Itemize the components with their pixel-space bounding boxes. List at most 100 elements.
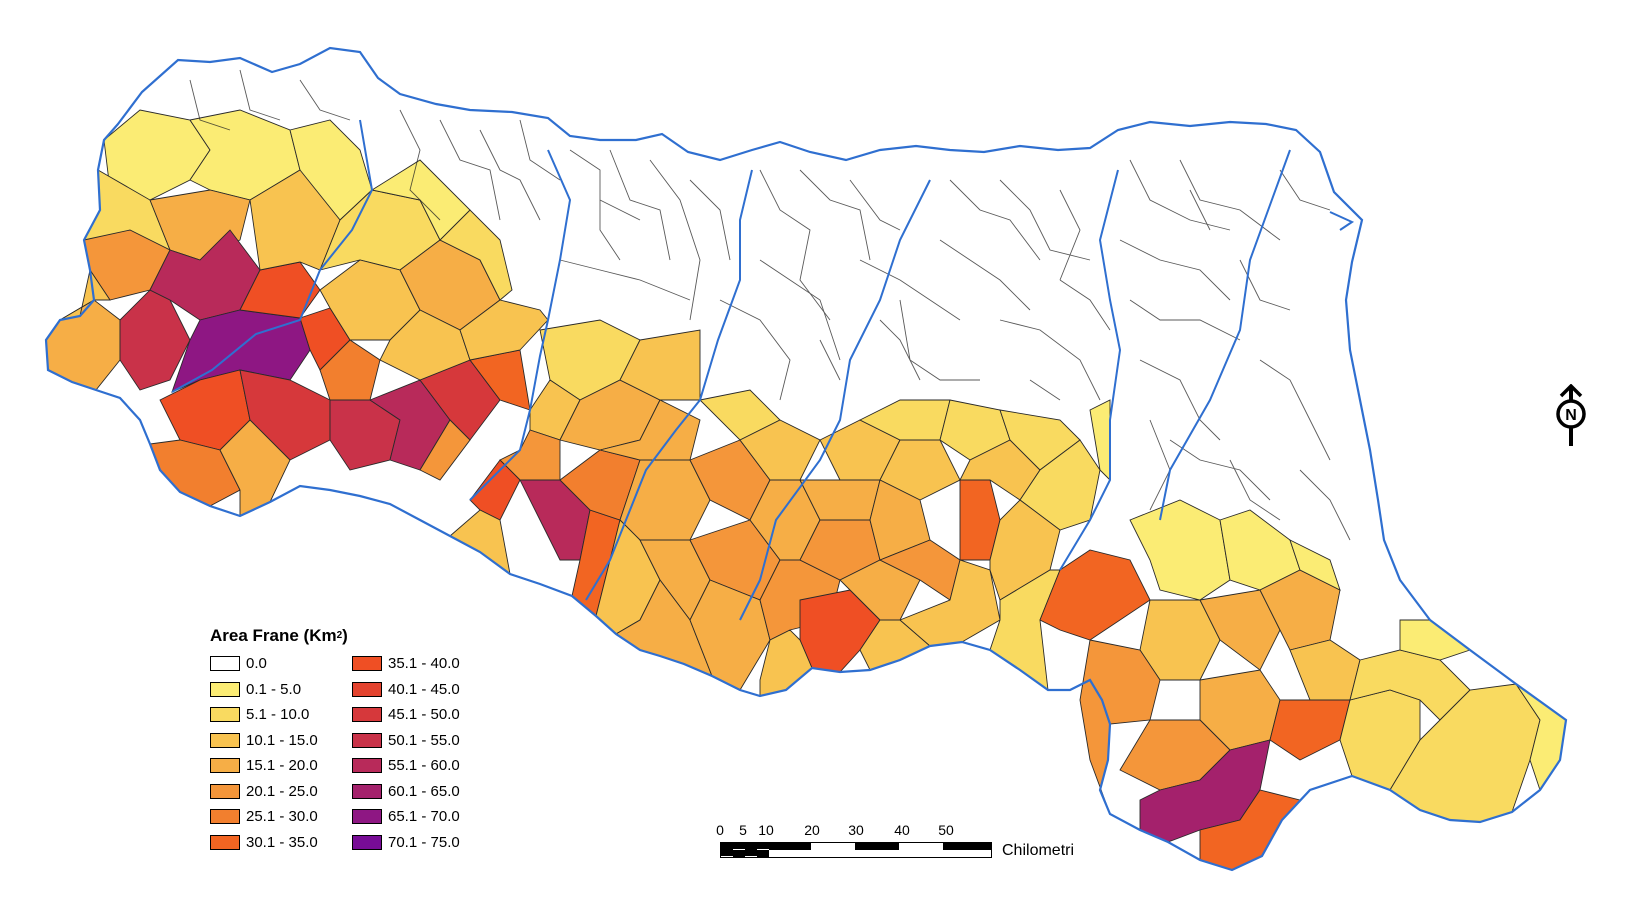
municipal-boundary <box>799 169 871 261</box>
municipal-boundary <box>899 299 980 381</box>
legend-label: 25.1 - 30.0 <box>246 808 318 825</box>
scale-segment <box>855 843 899 850</box>
municipality-area <box>59 268 111 321</box>
municipality-area <box>879 439 961 501</box>
municipal-boundary <box>999 319 1101 401</box>
municipal-boundary <box>1299 469 1351 541</box>
municipality-area <box>739 419 821 481</box>
legend-swatch <box>210 707 240 722</box>
municipality-area <box>370 159 471 241</box>
municipal-boundary <box>1169 439 1271 501</box>
scale-segment <box>721 850 733 856</box>
municipality-area <box>1289 539 1341 591</box>
legend-swatch <box>210 834 240 850</box>
municipality-area <box>1399 619 1471 661</box>
municipality-area <box>419 419 471 481</box>
municipal-boundary <box>599 199 641 221</box>
municipal-boundary <box>1119 239 1231 301</box>
municipal-boundary <box>239 69 281 121</box>
legend-swatch <box>352 758 382 773</box>
scale-segment <box>745 850 757 856</box>
legend-label: 0.0 <box>246 655 267 672</box>
scale-tick-label: 40 <box>894 822 910 838</box>
north-arrow-icon: N <box>1556 384 1586 446</box>
legend-label: 20.1 - 25.0 <box>246 782 318 800</box>
north-label: N <box>1565 407 1577 424</box>
municipal-boundary <box>819 339 841 381</box>
municipal-boundary <box>609 149 671 261</box>
municipality-area <box>1039 549 1151 641</box>
legend-label: 65.1 - 70.0 <box>388 808 460 825</box>
municipal-boundary <box>1129 299 1241 341</box>
legend-label: 55.1 - 60.0 <box>388 757 460 774</box>
scale-segment <box>745 843 757 850</box>
municipal-boundary <box>879 319 921 381</box>
municipality-area <box>878 539 961 601</box>
municipality-area <box>239 261 321 319</box>
municipal-boundary <box>559 259 691 301</box>
municipal-boundary <box>1029 379 1061 401</box>
municipality-area <box>989 499 1061 601</box>
legend-label: 60.1 - 65.0 <box>388 782 460 800</box>
scale-segment <box>769 843 811 850</box>
legend-title-close: ) <box>342 626 348 645</box>
coast-inlet <box>1329 211 1355 231</box>
legend-swatch <box>210 681 240 697</box>
legend-swatch <box>352 681 382 697</box>
scale-unit: Chilometri <box>1002 842 1075 859</box>
scale-segment <box>733 850 745 857</box>
legend-swatch <box>352 809 382 824</box>
municipal-boundary <box>1239 259 1291 311</box>
municipal-boundary <box>299 79 351 121</box>
municipal-boundary <box>939 239 1031 311</box>
scale-segment <box>733 843 745 849</box>
legend: Area Frane (Km2) 0.0 0.1 - 5.0 5.1 - 10.0 1… <box>210 626 510 856</box>
legend-swatch <box>352 834 382 850</box>
legend-swatch <box>352 732 382 748</box>
legend-label: 5.1 - 10.0 <box>246 706 310 723</box>
legend-title: Area Frane (Km2) <box>210 626 348 646</box>
legend-swatch <box>210 783 240 799</box>
scale-segment <box>943 843 991 850</box>
scale-bar-graphic <box>720 842 992 858</box>
scale-segment <box>757 843 769 849</box>
municipal-boundary <box>949 179 1041 261</box>
municipal-boundary <box>1139 359 1221 441</box>
scale-bar: 0 5 10 20 30 40 50 Chilometri <box>716 822 1100 872</box>
municipal-boundary <box>519 119 561 181</box>
municipal-boundary <box>189 79 231 131</box>
legend-label: 35.1 - 40.0 <box>388 655 460 672</box>
legend-label: 30.1 - 35.0 <box>246 833 318 851</box>
municipality-area <box>1129 499 1231 601</box>
municipal-boundary <box>1059 189 1081 281</box>
municipal-boundary <box>479 129 541 221</box>
legend-swatch <box>210 732 240 748</box>
legend-swatch <box>210 656 240 671</box>
legend-label: 50.1 - 55.0 <box>388 731 460 749</box>
municipal-boundary <box>439 119 501 221</box>
legend-label: 70.1 - 75.0 <box>388 833 460 851</box>
region-boundary <box>44 46 1568 872</box>
municipal-boundary <box>1279 169 1331 211</box>
province-boundaries <box>171 119 1291 621</box>
municipality-area <box>459 299 549 361</box>
municipal-boundary <box>1059 279 1111 331</box>
scale-tick-label: 30 <box>848 822 864 838</box>
municipality-area <box>1199 589 1281 671</box>
scale-tick-label: 5 <box>739 822 747 838</box>
legend-label: 45.1 - 50.0 <box>388 706 460 723</box>
municipal-boundary <box>649 159 701 321</box>
municipal-boundary <box>689 179 731 261</box>
municipality-area <box>899 559 1001 647</box>
municipal-boundary <box>1229 459 1281 521</box>
legend-label: 40.1 - 45.0 <box>388 680 460 698</box>
municipal-boundary <box>399 109 441 221</box>
legend-swatch <box>352 783 382 799</box>
municipal-boundary <box>1189 189 1211 231</box>
legend-title-superscript: 2 <box>336 630 343 641</box>
municipal-boundary <box>859 259 961 321</box>
legend-swatch <box>352 656 382 671</box>
legend-swatch <box>352 707 382 722</box>
municipality-area <box>619 329 701 401</box>
